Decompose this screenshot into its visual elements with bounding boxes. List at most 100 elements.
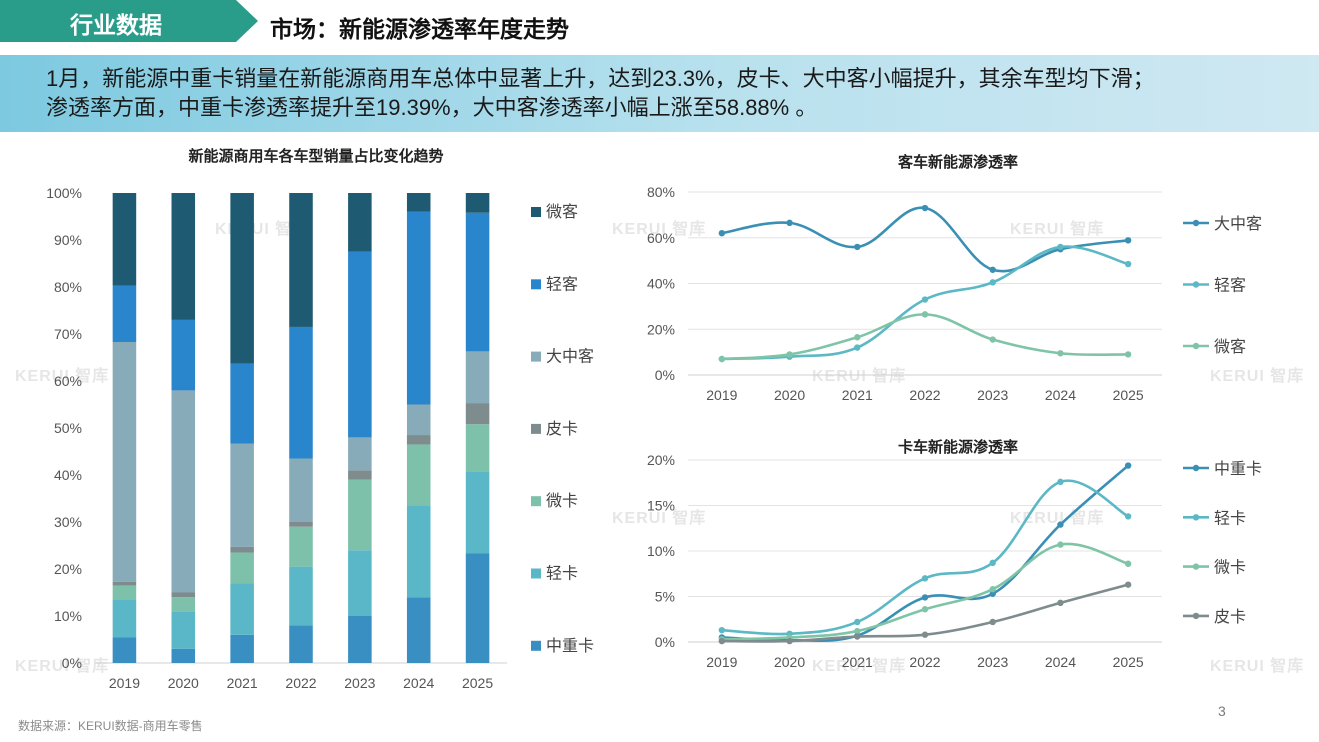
bar-segment: [230, 193, 254, 364]
bar-segment: [465, 424, 490, 472]
data-point: [989, 618, 996, 626]
bar-segment: [289, 193, 313, 327]
legend-swatch: [531, 496, 541, 507]
x-tick-label: 2024: [1045, 387, 1076, 403]
data-point: [989, 266, 996, 273]
bar-segment: [348, 479, 372, 551]
x-tick-label: 2022: [285, 675, 316, 691]
summary-line-2: 渗透率方面，中重卡渗透率提升至19.39%，大中客渗透率小幅上涨至58.88% …: [46, 95, 818, 120]
bar-segment: [112, 285, 137, 342]
data-point: [989, 559, 996, 567]
page-number: 3: [1218, 703, 1226, 719]
section-tag-label: 行业数据: [70, 12, 162, 38]
x-tick-label: 2021: [842, 654, 873, 670]
x-tick-label: 2022: [909, 387, 940, 403]
data-point: [854, 633, 861, 640]
bar-segment: [171, 648, 196, 663]
y-tick-label: 40%: [54, 467, 82, 483]
x-tick-label: 2023: [977, 654, 1008, 670]
series-line: [721, 542, 1129, 641]
bar-segment: [112, 581, 137, 586]
y-tick-label: 70%: [54, 326, 82, 342]
y-tick-label: 60%: [54, 373, 82, 389]
x-tick-label: 2019: [706, 654, 737, 670]
page-title: 市场：新能源渗透率年度走势: [270, 16, 569, 42]
x-tick-label: 2022: [909, 654, 940, 670]
y-tick-label: 20%: [647, 452, 675, 468]
bar-segment: [406, 404, 431, 436]
bar-segment: [230, 443, 254, 547]
bus-penetration-line-chart: 客车新能源渗透率 0% 20% 40% 60% 80% 2019 2020 2021 2022 20…: [640, 135, 1319, 420]
y-tick-label: 5%: [655, 589, 675, 605]
bar-segment: [348, 470, 372, 480]
data-point: [921, 594, 929, 601]
x-tick-label: 2025: [462, 675, 493, 691]
watermark: KERUI 智库: [15, 368, 110, 385]
data-point: [718, 229, 726, 237]
x-tick-label: 2019: [109, 675, 140, 691]
data-point: [1057, 521, 1064, 528]
legend-marker: [1192, 219, 1200, 227]
bar-segment: [465, 193, 490, 213]
data-point: [921, 606, 929, 613]
y-tick-label: 50%: [54, 420, 82, 436]
y-tick-label: 40%: [647, 276, 675, 292]
bar-segment: [112, 599, 137, 638]
data-point: [989, 586, 996, 593]
series-line: [721, 464, 1129, 642]
x-tick-label: 2023: [344, 675, 375, 691]
data-point: [718, 355, 726, 363]
bar-segment: [406, 211, 431, 405]
x-tick-label: 2020: [168, 675, 199, 691]
data-point: [1124, 237, 1132, 244]
bar-segment: [348, 251, 372, 438]
bar-segment: [465, 351, 490, 404]
bar-segment: [348, 616, 372, 663]
x-tick-label: 2024: [1045, 654, 1076, 670]
summary-banner: 1月，新能源中重卡销量在新能源商用车总体中显著上升，达到23.3%，皮卡、大中客…: [0, 55, 1319, 132]
legend-label: 大中客: [546, 348, 594, 366]
bar-segment: [171, 597, 196, 612]
x-tick-label: 2020: [774, 654, 805, 670]
bar-segment: [289, 526, 313, 567]
data-point: [854, 344, 861, 351]
legend-swatch: [531, 351, 541, 362]
legend-label: 皮卡: [1214, 608, 1246, 626]
bar-segment: [230, 634, 254, 663]
series-line: [721, 313, 1129, 361]
legend-label: 微卡: [1214, 559, 1246, 577]
data-point: [718, 637, 726, 645]
y-tick-label: 10%: [647, 543, 675, 559]
bar-segment: [406, 597, 431, 663]
x-tick-label: 2021: [227, 675, 258, 691]
chart-title: 客车新能源渗透率: [897, 153, 1018, 171]
bar-segment: [289, 625, 313, 663]
bar-segment: [406, 193, 431, 212]
legend-label: 轻客: [546, 275, 578, 293]
data-point: [1057, 478, 1064, 486]
legend-marker: [1192, 464, 1200, 472]
legend-label: 轻卡: [546, 565, 578, 583]
watermark: KERUI 智库: [612, 510, 707, 527]
bar-segment: [112, 585, 137, 600]
watermark: KERUI 智库: [15, 658, 110, 675]
data-point: [854, 334, 861, 341]
bar-segment: [289, 326, 313, 459]
bar-segment: [171, 611, 196, 649]
x-tick-label: 2025: [1113, 654, 1144, 670]
legend-marker: [1192, 281, 1200, 288]
bar-segment: [406, 444, 431, 506]
legend-marker: [1192, 514, 1200, 521]
x-tick-label: 2025: [1113, 387, 1144, 403]
bar-segment: [465, 553, 490, 663]
bar-segment: [230, 552, 254, 584]
data-point: [921, 204, 929, 212]
data-point: [1124, 351, 1132, 358]
bar-segment: [171, 592, 196, 598]
data-point: [921, 296, 929, 303]
y-tick-label: 0%: [655, 634, 675, 650]
data-point: [786, 219, 793, 227]
legend-swatch: [531, 279, 541, 290]
data-point: [786, 637, 793, 645]
y-tick-label: 30%: [54, 514, 82, 530]
